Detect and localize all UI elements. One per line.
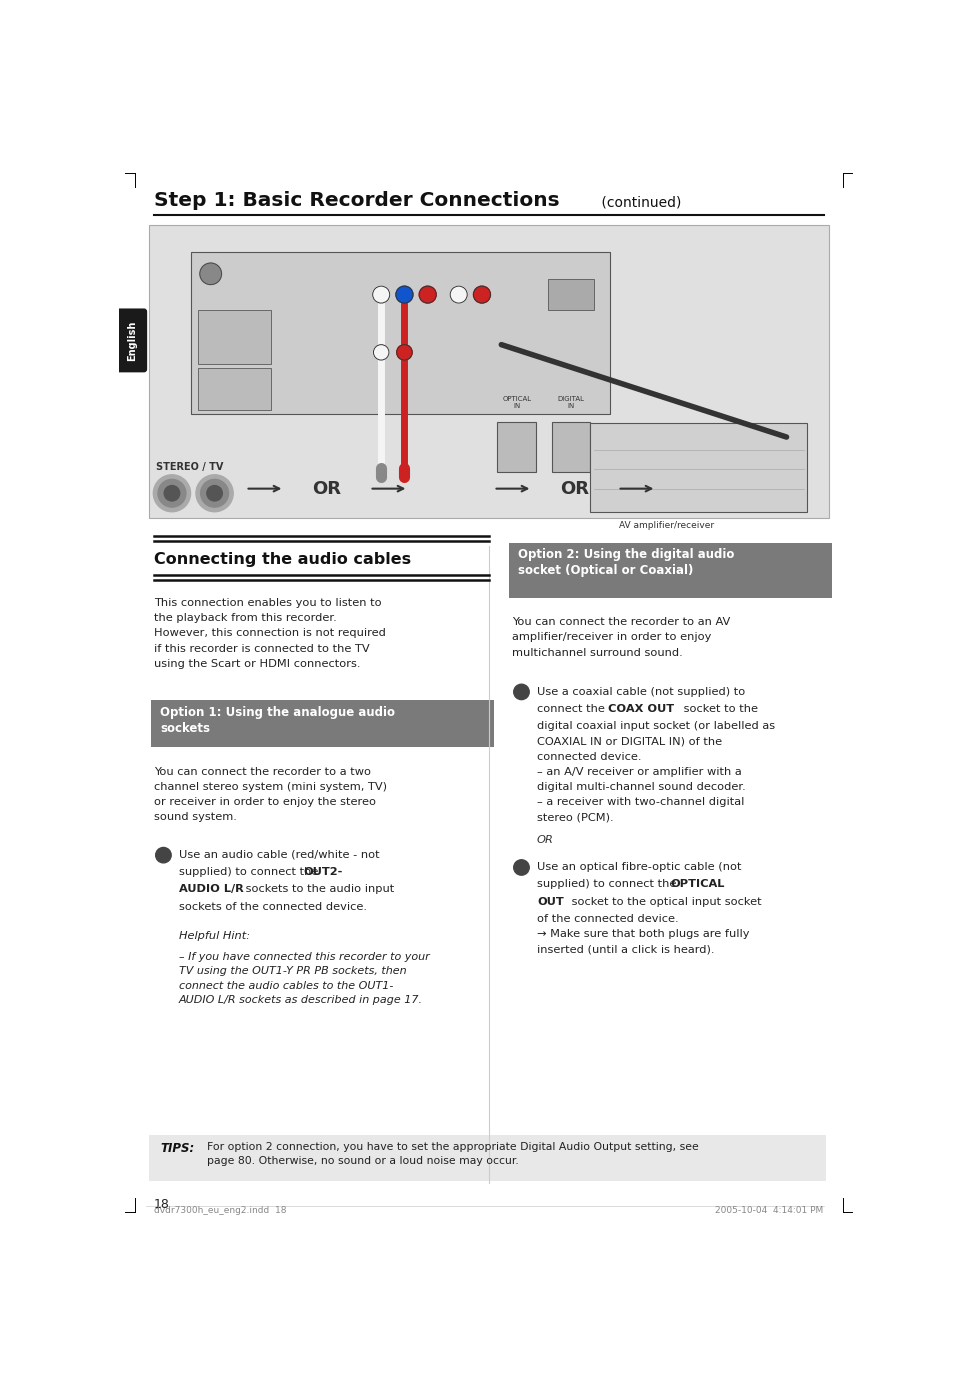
Circle shape [373,286,390,303]
Bar [551,421,590,472]
Text: TIPS:: TIPS: [160,1143,194,1155]
Circle shape [195,475,233,512]
Text: OPTICAL: OPTICAL [670,880,724,890]
Text: socket to the: socket to the [679,704,758,713]
Text: connect the: connect the [537,704,608,713]
Text: Option 1: Using the analogue audio
sockets: Option 1: Using the analogue audio socke… [160,706,395,735]
Circle shape [200,479,229,507]
Text: For option 2 connection, you have to set the appropriate Digital Audio Output se: For option 2 connection, you have to set… [207,1143,698,1166]
Circle shape [164,486,179,501]
Text: OR: OR [559,479,589,497]
Text: Helpful Hint:: Helpful Hint: [179,931,250,940]
Bar [547,280,594,310]
Bar [197,310,271,364]
Circle shape [153,475,191,512]
Bar [197,368,271,410]
Text: Option 2: Using the digital audio
socket (Optical or Coaxial): Option 2: Using the digital audio socket… [517,548,734,577]
Text: Connecting the audio cables: Connecting the audio cables [154,552,411,567]
Bar [150,1135,825,1181]
Text: 2005-10-04  4:14:01 PM: 2005-10-04 4:14:01 PM [715,1206,822,1215]
Circle shape [158,479,186,507]
Text: You can connect the recorder to a two
channel stereo system (mini system, TV)
or: You can connect the recorder to a two ch… [154,767,387,822]
Text: COAX OUT: COAX OUT [608,704,674,713]
Text: (continued): (continued) [597,196,681,209]
Text: sockets to the audio input: sockets to the audio input [242,884,395,895]
Text: of the connected device.
→ Make sure that both plugs are fully
inserted (until a: of the connected device. → Make sure tha… [537,914,749,954]
Text: AUDIO L/R: AUDIO L/R [179,884,243,895]
Text: DIGITAL
IN: DIGITAL IN [557,395,584,409]
Text: OR: OR [537,834,554,845]
Circle shape [199,263,221,285]
Bar [151,700,493,748]
Text: supplied) to connect the: supplied) to connect the [537,880,679,890]
Bar [149,226,828,518]
Text: English: English [127,321,136,361]
Text: OUT2-: OUT2- [303,868,342,877]
FancyBboxPatch shape [116,308,147,372]
Circle shape [395,286,413,303]
Text: OUT: OUT [537,896,563,906]
Bar [497,421,536,472]
Text: digital coaxial input socket (or labelled as
COAXIAL IN or DIGITAL IN) of the
co: digital coaxial input socket (or labelle… [537,722,774,822]
Text: sockets of the connected device.: sockets of the connected device. [179,902,367,912]
Circle shape [473,286,490,303]
Text: This connection enables you to listen to
the playback from this recorder.
Howeve: This connection enables you to listen to… [154,598,386,669]
Circle shape [373,344,389,359]
Text: STEREO / TV: STEREO / TV [156,463,224,472]
Circle shape [396,344,412,359]
Bar [192,252,609,414]
Circle shape [155,847,171,863]
Text: Use an optical fibre-optic cable (not: Use an optical fibre-optic cable (not [537,862,740,872]
Circle shape [450,286,467,303]
Text: OPTICAL
IN: OPTICAL IN [501,395,531,409]
Text: 18: 18 [154,1198,170,1210]
Bar [590,423,806,512]
Text: socket to the optical input socket: socket to the optical input socket [567,896,760,906]
Circle shape [207,486,222,501]
Text: Step 1: Basic Recorder Connections: Step 1: Basic Recorder Connections [154,191,559,209]
Text: Use a coaxial cable (not supplied) to: Use a coaxial cable (not supplied) to [537,687,744,697]
Text: You can connect the recorder to an AV
amplifier/receiver in order to enjoy
multi: You can connect the recorder to an AV am… [512,617,730,658]
Circle shape [513,859,529,876]
Circle shape [513,684,529,700]
Text: supplied) to connect the: supplied) to connect the [179,868,321,877]
Text: – If you have connected this recorder to your
TV using the OUT1-Y PR PB sockets,: – If you have connected this recorder to… [179,952,429,1005]
Text: Use an audio cable (red/white - not: Use an audio cable (red/white - not [179,850,379,859]
Bar [509,543,831,598]
Text: dvdr7300h_eu_eng2.indd  18: dvdr7300h_eu_eng2.indd 18 [154,1206,286,1215]
Circle shape [418,286,436,303]
Text: AV amplifier/receiver: AV amplifier/receiver [618,521,713,530]
Text: OR: OR [313,479,341,497]
